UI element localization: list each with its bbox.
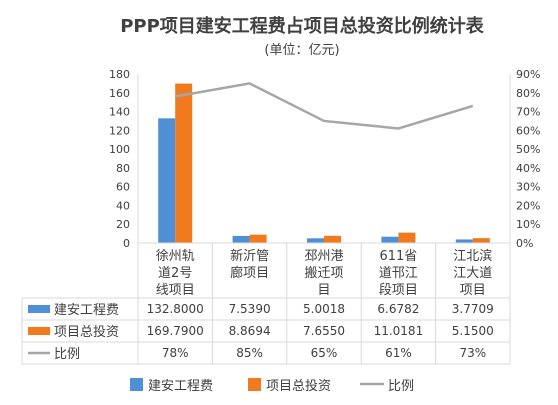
category-label: 道2号 [158, 266, 192, 281]
table-row-key [28, 327, 50, 335]
table-cell-value: 3.7709 [452, 302, 494, 316]
bar [472, 238, 490, 243]
category-label: 邳州港 [304, 249, 343, 264]
legend-key [248, 378, 261, 391]
y-left-tick-label: 20 [116, 218, 130, 231]
category-label: 目 [317, 283, 330, 298]
y-left-tick-label: 100 [109, 143, 130, 156]
y-right-tick-label: 0% [516, 237, 533, 250]
table-cell-value: 6.6782 [377, 302, 419, 316]
y-left-tick-label: 160 [109, 87, 130, 100]
y-right-tick-label: 10% [516, 218, 540, 231]
chart-title: PPP项目建安工程费占项目总投资比例统计表 [120, 15, 485, 37]
bar [324, 235, 341, 243]
legend-key [130, 378, 143, 391]
legend-label: 建安工程费 [148, 379, 213, 394]
category-label: 江大道 [453, 266, 492, 281]
bar [307, 238, 324, 243]
legend-label: 项目总投资 [266, 378, 331, 394]
y-left-tick-label: 140 [109, 106, 130, 119]
category-label: 徐州轨 [156, 249, 195, 264]
table-cell-value: 78% [162, 346, 189, 360]
y-left-tick-label: 0 [123, 237, 130, 250]
table-row-name: 比例 [54, 347, 80, 362]
table-cell-value: 85% [236, 346, 263, 360]
y-right-tick-label: 30% [516, 181, 540, 194]
legend-label: 比例 [388, 379, 414, 394]
table-cell-value: 7.6550 [303, 324, 345, 338]
y-right-tick-label: 60% [516, 124, 540, 137]
bar [232, 235, 250, 243]
category-label: 廊项目 [230, 265, 269, 281]
y-right-tick-label: 20% [516, 199, 540, 212]
category-label: 项目 [460, 283, 486, 298]
table-cell-value: 61% [385, 346, 412, 360]
bar [381, 236, 399, 243]
table-row-name: 建安工程费 [54, 303, 119, 318]
bar [158, 118, 176, 243]
table-row-key [28, 305, 50, 313]
y-left-tick-label: 80 [116, 162, 130, 175]
table-cell-value: 8.8694 [229, 324, 271, 338]
category-label: 段项目 [379, 283, 418, 298]
table-cell-value: 5.1500 [452, 324, 494, 338]
category-label: 611省 [379, 249, 417, 264]
y-left-tick-label: 120 [109, 124, 130, 137]
y-left-tick-label: 40 [116, 199, 130, 212]
table-cell-value: 7.5390 [229, 302, 271, 316]
bar [175, 83, 193, 243]
category-label: 新沂管 [230, 248, 269, 264]
table-cell-value: 11.0181 [374, 324, 424, 338]
bar [249, 234, 267, 243]
table-row-name: 项目总投资 [54, 324, 119, 340]
bar [398, 232, 416, 243]
ratio-line [174, 82, 474, 130]
y-right-tick-label: 40% [516, 162, 540, 175]
y-right-tick-label: 50% [516, 143, 540, 156]
category-label: 搬迁项 [304, 266, 343, 281]
y-left-tick-label: 60 [116, 181, 130, 194]
chart-subtitle: (单位：亿元) [264, 43, 339, 58]
category-label: 道邗江 [379, 266, 418, 281]
category-label: 江北滨 [453, 248, 492, 264]
table-cell-value: 73% [459, 346, 486, 360]
table-cell-value: 132.8000 [147, 302, 204, 316]
y-right-tick-label: 90% [516, 68, 540, 81]
category-label: 线项目 [156, 283, 195, 298]
table-cell-value: 169.7900 [147, 324, 204, 338]
bar [455, 239, 473, 243]
y-left-tick-label: 180 [109, 68, 130, 81]
table-cell-value: 5.0018 [303, 302, 345, 316]
table-cell-value: 65% [311, 346, 338, 360]
y-right-tick-label: 80% [516, 87, 540, 100]
y-right-tick-label: 70% [516, 106, 540, 119]
chart-plot: 0 20 40 60 80 100 120 140 160 180 0% 10% 20% 30% 40% 50… [21, 68, 540, 394]
